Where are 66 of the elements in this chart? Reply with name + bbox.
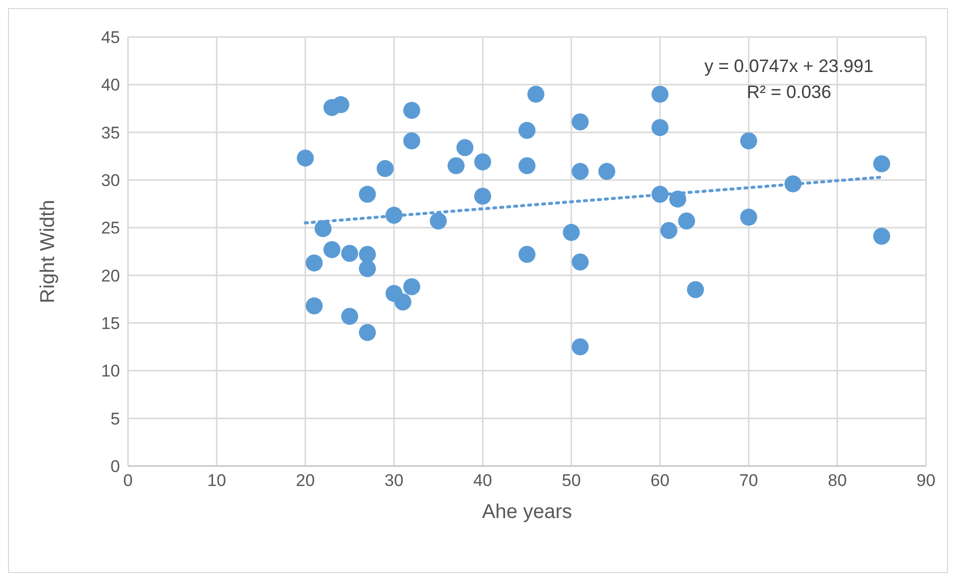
point [562,224,580,241]
x-tick-label: 40 [473,471,492,490]
point [358,246,376,263]
point [430,212,447,230]
y-tick-label: 30 [101,171,120,190]
point [660,222,678,240]
point [394,294,412,311]
point [686,281,704,298]
point [456,139,474,156]
point [358,186,376,203]
point [474,188,492,205]
y-tick-label: 35 [101,123,120,142]
y-tick-label: 5 [110,409,120,428]
y-tick-label: 20 [101,266,120,286]
point [306,254,323,272]
point [448,157,465,174]
point [572,253,589,270]
point [518,157,536,174]
annotation: y = 0.0747x + 23.991 [703,55,875,78]
point [474,153,492,170]
point [740,132,758,150]
x-tick-label: 30 [384,471,404,490]
x-tick-label: 50 [562,471,581,490]
point [873,155,890,172]
point [358,260,376,278]
point [572,162,589,180]
point [652,86,668,103]
y-tick-label: 15 [101,314,120,334]
y-tick-label: 45 [101,28,120,48]
x-tick-label: 10 [207,471,226,490]
x-axis-title: Ahe years [482,501,572,523]
point [873,228,890,245]
point [572,113,589,130]
point [598,162,616,180]
point [296,150,314,167]
x-tick-label: 20 [296,471,315,490]
point [669,190,686,208]
x-tick-label: 0 [123,471,133,490]
x-tick-label: 70 [739,471,758,490]
point [341,308,358,325]
y-tick-label: 0 [110,457,120,476]
point [403,278,420,296]
point [376,160,394,178]
point [306,297,323,314]
y-tick-label: 40 [101,76,120,95]
y-tick-label: 25 [101,218,120,238]
point [403,102,420,119]
point [527,86,544,103]
x-tick-label: 80 [828,471,847,490]
point [740,208,758,226]
point [332,96,350,114]
point [358,324,376,342]
point [518,122,536,139]
point [518,246,536,263]
y-tick-label: 10 [101,362,120,381]
point [652,119,668,136]
annotation: R² = 0.036 [746,81,832,104]
point [572,338,589,356]
point [323,241,340,258]
point [403,132,420,150]
x-tick-label: 60 [650,471,670,490]
point [678,212,696,230]
point [341,244,358,262]
y-axis-title: Right Width [37,200,60,304]
point [314,220,332,238]
x-tick-label: 90 [916,471,936,490]
